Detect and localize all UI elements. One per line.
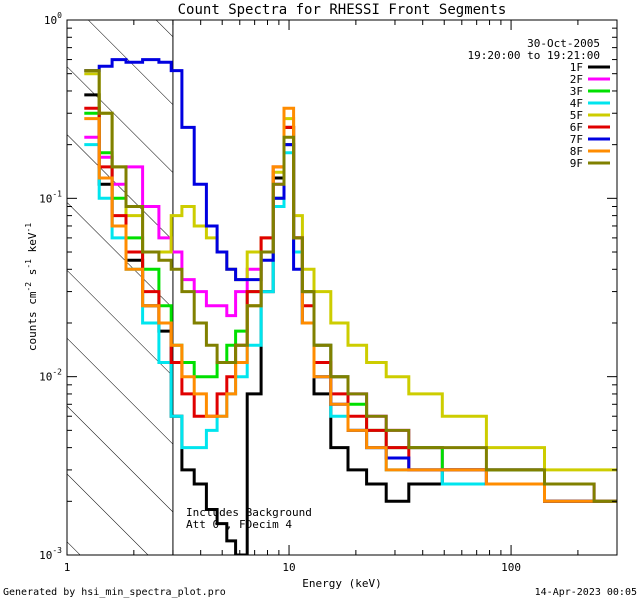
legend-label-3F: 3F xyxy=(570,85,583,98)
legend-label-2F: 2F xyxy=(570,73,583,86)
y-tick-label: 10-2 xyxy=(39,368,62,384)
background-annotation: Includes Background xyxy=(186,506,312,519)
series-layer xyxy=(84,58,617,555)
legend-label-4F: 4F xyxy=(570,97,583,110)
footer-timestamp: 14-Apr-2023 00:05 xyxy=(535,587,637,598)
chart-title: Count Spectra for RHESSI Front Segments xyxy=(178,2,507,18)
x-axis-label: Energy (keV) xyxy=(302,577,381,590)
footer-generator: Generated by hsi_min_spectra_plot.pro xyxy=(3,587,226,598)
legend-label-6F: 6F xyxy=(570,121,583,134)
y-tick-label: 10-3 xyxy=(39,546,62,562)
x-tick-label: 100 xyxy=(501,561,521,574)
legend-label-5F: 5F xyxy=(570,109,583,122)
legend-label-8F: 8F xyxy=(570,145,583,158)
y-tick-label: 10-1 xyxy=(39,189,62,205)
date-label: 30-Oct-2005 xyxy=(527,37,600,50)
x-tick-label: 10 xyxy=(282,561,295,574)
series-9F-line xyxy=(84,69,617,503)
attenuator-annotation: Att 0 , FDecim 4 xyxy=(186,518,292,531)
time-range-label: 19:20:00 to 19:21:00 xyxy=(468,49,600,62)
hatched-excluded-region xyxy=(67,20,173,555)
legend-label-1F: 1F xyxy=(570,61,583,74)
y-axis-label: counts cm-2 s-1 keV-1 xyxy=(24,223,39,351)
y-tick-label: 100 xyxy=(44,11,62,27)
plot-frame xyxy=(66,19,618,556)
legend-label-7F: 7F xyxy=(570,133,583,146)
x-tick-label: 1 xyxy=(64,561,71,574)
legend-label-9F: 9F xyxy=(570,157,583,170)
tick-layer: 1 10 100 100 10-1 10-2 10-3 xyxy=(39,11,618,574)
